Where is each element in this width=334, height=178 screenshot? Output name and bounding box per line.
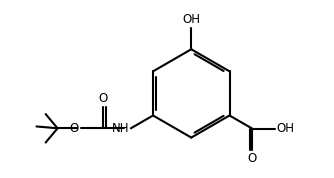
- Text: NH: NH: [112, 122, 129, 135]
- Text: OH: OH: [182, 13, 200, 26]
- Text: O: O: [248, 152, 257, 165]
- Text: O: O: [99, 92, 108, 105]
- Text: OH: OH: [276, 122, 294, 135]
- Text: O: O: [69, 122, 79, 135]
